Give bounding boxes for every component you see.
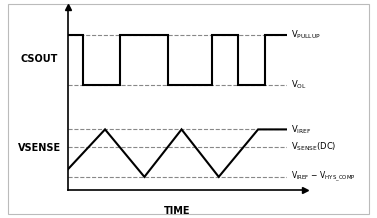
Text: V$_{\rm SENSE}$(DC): V$_{\rm SENSE}$(DC) [291, 140, 336, 153]
Text: TIME: TIME [164, 206, 190, 216]
Text: V$_{\rm PULLUP}$: V$_{\rm PULLUP}$ [291, 29, 321, 41]
Text: V$_{\rm IREF}$: V$_{\rm IREF}$ [291, 123, 311, 136]
Text: VSENSE: VSENSE [18, 143, 61, 153]
Text: V$_{\rm IREF}$ $-$ V$_{\rm HYS\_COMP}$: V$_{\rm IREF}$ $-$ V$_{\rm HYS\_COMP}$ [291, 170, 356, 184]
Text: V$_{\rm OL}$: V$_{\rm OL}$ [291, 78, 307, 91]
Text: CSOUT: CSOUT [21, 54, 58, 64]
